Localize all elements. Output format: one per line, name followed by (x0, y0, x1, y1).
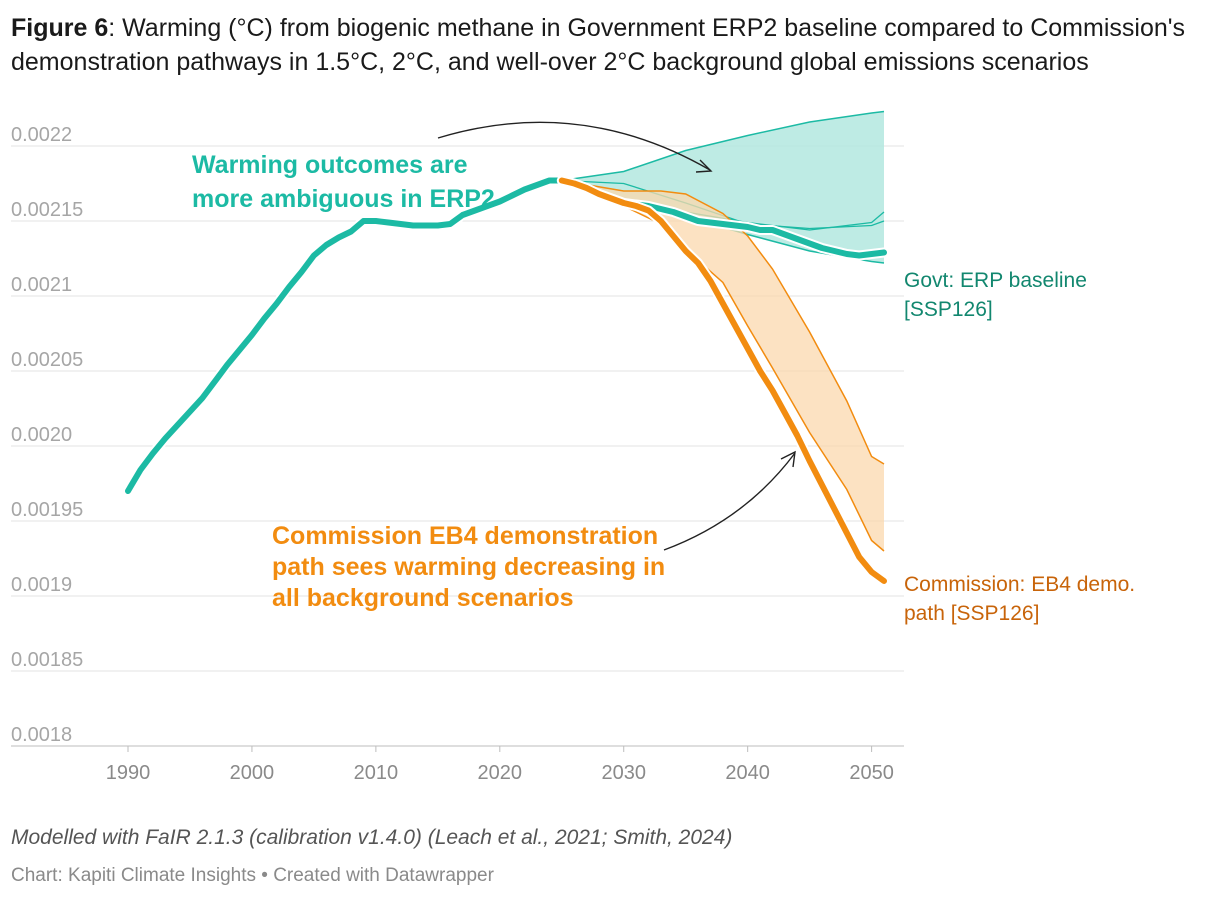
commission-eb4-line (558, 177, 887, 584)
y-tick-label: 0.0018 (11, 724, 72, 746)
teal-band-upper-edge (561, 110, 885, 182)
y-tick-label: 0.0020 (11, 424, 72, 446)
teal-annotation-line: Warming outcomes are (192, 151, 468, 179)
chart-credit: Chart: Kapiti Climate Insights • Created… (11, 865, 494, 886)
orange-band-lower-edge (561, 179, 885, 552)
y-tick-label: 0.00205 (11, 349, 83, 371)
orange-band-upper-edge (561, 179, 885, 465)
y-axis-ticks: 0.0022 0.00215 0.0021 0.00205 0.0020 0.00195 0… (11, 124, 83, 746)
figure-number: Figure 6 (11, 14, 109, 42)
orange-series-label-line: Commission: EB4 demo. (904, 573, 1135, 596)
y-tick-label: 0.0021 (11, 274, 72, 296)
x-tick-label: 2030 (601, 762, 646, 784)
series-lines (123, 175, 889, 586)
chart-title: Figure 6: Warming (°C) from biogenic met… (11, 11, 1201, 79)
x-tick-label: 1990 (106, 762, 151, 784)
y-tick-label: 0.00195 (11, 499, 83, 521)
y-tick-label: 0.00215 (11, 199, 83, 221)
title-text: : Warming (°C) from biogenic methane in … (11, 14, 1186, 76)
uncertainty-bands (561, 110, 885, 552)
teal-scenario-band (561, 111, 884, 263)
teal-annotation: Warming outcomes are more ambiguous in E… (192, 151, 495, 213)
orange-scenario-band (561, 180, 884, 551)
orange-annotation-line: all background scenarios (272, 584, 574, 612)
orange-annotation-line: Commission EB4 demonstration (272, 522, 658, 550)
x-tick-label: 2010 (354, 762, 399, 784)
y-tick-label: 0.00185 (11, 649, 83, 671)
teal-annotation-arrow (437, 121, 711, 171)
orange-series-label-line: path [SSP126] (904, 602, 1039, 625)
orange-end-label: Commission: EB4 demo. path [SSP126] (904, 573, 1135, 625)
teal-annotation-arrowhead (695, 159, 713, 173)
model-note: Modelled with FaIR 2.1.3 (calibration v1… (11, 826, 733, 849)
orange-annotation-arrow (663, 452, 796, 551)
orange-annotation: Commission EB4 demonstration path sees w… (272, 522, 665, 612)
y-tick-label: 0.0019 (11, 574, 72, 596)
x-axis-ticks: 1990 2000 2010 2020 2030 2040 2050 (106, 746, 894, 784)
teal-series-label-line: [SSP126] (904, 298, 993, 321)
orange-annotation-arrowhead (780, 450, 796, 468)
teal-end-label: Govt: ERP baseline [SSP126] (904, 269, 1087, 321)
x-tick-label: 2000 (230, 762, 275, 784)
teal-series-label-line: Govt: ERP baseline (904, 269, 1087, 292)
x-tick-label: 2040 (725, 762, 770, 784)
x-tick-label: 2050 (849, 762, 894, 784)
y-tick-label: 0.0022 (11, 124, 72, 146)
teal-annotation-line: more ambiguous in ERP2 (192, 185, 495, 213)
annotation-arrows (437, 121, 796, 551)
x-tick-label: 2020 (478, 762, 523, 784)
orange-annotation-line: path sees warming decreasing in (272, 553, 665, 581)
govt-erp-baseline-line (125, 177, 887, 494)
